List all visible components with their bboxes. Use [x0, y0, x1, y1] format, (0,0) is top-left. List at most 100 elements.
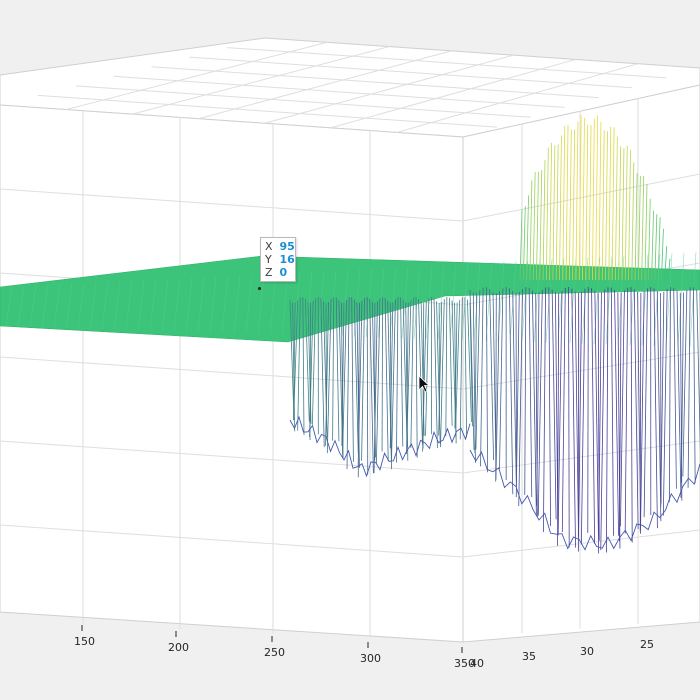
mesh-line-well: [433, 298, 438, 449]
mesh-line: [401, 266, 409, 339]
mesh-line-well: [486, 287, 488, 473]
mesh-line-well: [405, 302, 409, 461]
mesh-line-well: [440, 299, 445, 448]
mesh-line-well: [309, 301, 314, 437]
mesh-line-peak: [644, 183, 648, 281]
mesh-line-peak: [605, 131, 608, 281]
mesh-line-well: [495, 292, 497, 482]
grid-line-top: [264, 54, 514, 124]
mesh-line-well: [557, 290, 563, 536]
mesh-line-well: [680, 292, 684, 483]
mesh-line-well: [682, 289, 688, 477]
grid-line-top: [37, 94, 497, 128]
mesh-line: [665, 253, 673, 347]
mesh-line-well: [639, 292, 642, 532]
y-tick-label: 25: [640, 638, 654, 651]
axes-top-face: [0, 37, 700, 138]
mesh-line: [41, 284, 49, 328]
mesh-line-peak: [611, 127, 615, 281]
mesh-line-peak: [651, 210, 654, 281]
mesh-line: [377, 267, 385, 338]
mesh-line-peak: [578, 115, 582, 281]
grid-line-top: [132, 46, 390, 115]
mesh-line-well: [297, 297, 301, 431]
mesh-line-peak: [585, 124, 589, 281]
mesh-line-well: [568, 287, 570, 548]
mesh-line-well: [475, 290, 481, 450]
mesh-line-peak: [638, 175, 641, 281]
mesh-line-well: [353, 299, 359, 454]
mesh-line-well: [396, 297, 399, 463]
mesh-line-peak: [542, 160, 546, 281]
mesh-line-peak: [572, 129, 576, 281]
mesh-line-well: [415, 297, 418, 458]
mesh-line-well: [610, 287, 614, 536]
mesh-line-peak: [628, 150, 631, 281]
mesh-line-peak: [568, 129, 572, 281]
mouse-pointer-icon: [418, 375, 431, 393]
datatip-x-row: X 95: [265, 240, 295, 253]
mesh-bottom-edge: [289, 415, 471, 478]
mesh-line-peak: [598, 121, 602, 281]
mesh-line-peak: [657, 217, 661, 281]
datatip-marker[interactable]: [258, 287, 261, 290]
mesh-line-peak: [641, 175, 645, 281]
mesh-line-well: [630, 287, 633, 543]
mesh-line-well: [619, 292, 622, 542]
mesh-line-well: [406, 300, 412, 440]
mesh-line-peak: [582, 117, 585, 281]
mesh-line-well: [342, 299, 347, 455]
mesh-line-well: [662, 289, 668, 516]
grid-line-horizontal: [0, 440, 464, 474]
grid-line-horizontal: [0, 524, 464, 558]
datatip-x-value: 95: [279, 240, 295, 253]
mesh-line-well: [438, 301, 443, 436]
x-axis-ticks: 150 200 250 300 350: [74, 625, 475, 670]
mesh-line-well: [557, 292, 560, 546]
mesh-line-peak: [634, 173, 638, 281]
mesh-line-peak: [621, 148, 625, 281]
mesh-line: [689, 252, 697, 347]
mesh-line-well: [676, 290, 682, 498]
mesh-line-well: [293, 302, 296, 421]
datatip-z-label: Z: [265, 266, 273, 279]
mesh-line: [53, 283, 61, 328]
mesh-line-well: [391, 299, 396, 462]
mesh-line-well: [389, 302, 394, 449]
mesh-line-well: [341, 302, 345, 446]
y-tick-label: 35: [522, 650, 536, 663]
x-tick-label: 200: [168, 641, 189, 654]
grid-line-top: [75, 85, 531, 118]
mesh-line-well: [587, 287, 589, 533]
mesh-line-peak: [601, 130, 605, 281]
mesh-line: [533, 259, 541, 343]
grid-line-horizontal: [0, 188, 464, 222]
mesh-line-well: [449, 297, 453, 426]
mesh-line-peak: [555, 144, 559, 281]
datatip-y-label: Y: [265, 253, 272, 266]
mesh-line-peak: [595, 115, 599, 281]
datatip[interactable]: X 95 Y 16 Z 0: [260, 237, 296, 282]
mesh-line: [341, 269, 349, 337]
mesh-line-peak: [661, 228, 664, 281]
mesh-line-peak: [654, 214, 658, 281]
mesh-line-well: [624, 287, 629, 534]
mesh-line-well: [600, 289, 606, 551]
mesh-line: [197, 276, 205, 333]
mesh-line-peak: [536, 171, 539, 281]
mesh-line-well: [469, 289, 475, 451]
mesh-line-well: [551, 289, 557, 520]
grid-line-top: [396, 63, 638, 133]
mesh-bottom-edge: [469, 449, 700, 551]
mesh-line: [125, 280, 133, 330]
mesh-line-well: [389, 302, 392, 456]
mesh-line-peak: [624, 145, 628, 281]
mesh-line-peak: [588, 125, 592, 281]
datatip-y-row: Y 16: [265, 253, 295, 266]
x-tick-label: 150: [74, 635, 95, 648]
mesh-line: [77, 282, 85, 329]
y-tick-label: 40: [470, 657, 484, 670]
mesh-line-well: [571, 288, 576, 548]
